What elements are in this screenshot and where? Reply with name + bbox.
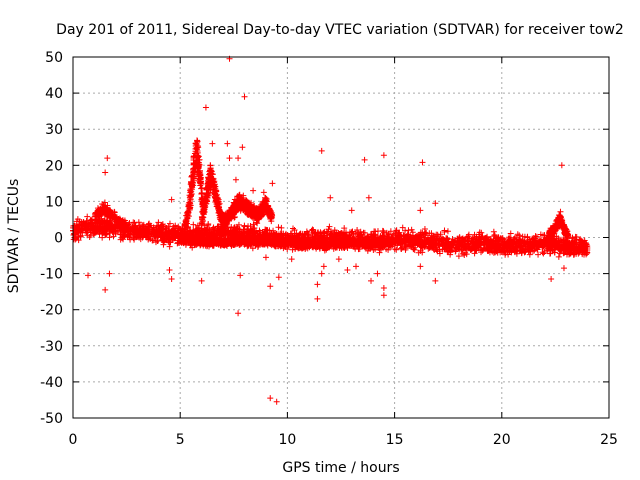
data-point <box>391 246 398 253</box>
y-tick-label: -50 <box>40 411 63 427</box>
data-point <box>166 220 173 227</box>
data-point <box>278 224 285 231</box>
data-point <box>376 249 383 256</box>
data-point <box>74 216 81 223</box>
data-point <box>84 213 91 220</box>
data-point <box>326 223 333 230</box>
x-tick-label: 15 <box>386 432 404 448</box>
y-tick-label: -20 <box>40 303 63 319</box>
y-tick-label: 30 <box>45 122 63 138</box>
y-tick-label: 20 <box>45 158 63 174</box>
x-tick-label: 10 <box>278 432 296 448</box>
chart-title: Day 201 of 2011, Sidereal Day-to-day VTE… <box>56 22 624 38</box>
data-point <box>393 246 400 253</box>
data-point <box>275 224 282 231</box>
data-point <box>205 220 212 227</box>
y-tick-label: -40 <box>40 375 63 391</box>
data-point <box>444 228 451 235</box>
x-axis-label: GPS time / hours <box>282 460 399 476</box>
data-point <box>555 253 562 260</box>
data-point <box>524 233 531 240</box>
data-point <box>441 227 448 234</box>
data-point <box>537 231 544 238</box>
data-point <box>490 228 497 235</box>
data-point <box>455 253 462 260</box>
y-tick-label: -10 <box>40 267 63 283</box>
data-points <box>70 55 591 405</box>
y-tick-label: 50 <box>45 50 63 66</box>
data-point <box>402 227 409 234</box>
data-point <box>135 219 142 226</box>
data-point <box>99 234 106 241</box>
data-point <box>331 229 338 236</box>
data-point <box>190 221 197 228</box>
data-point <box>198 190 205 197</box>
data-point <box>535 251 542 258</box>
x-tick-label: 5 <box>176 432 185 448</box>
data-point <box>540 250 547 257</box>
data-point <box>573 234 580 241</box>
x-tick-label: 20 <box>493 432 511 448</box>
x-tick-label: 25 <box>600 432 618 448</box>
data-point <box>541 249 548 256</box>
data-point <box>507 230 514 237</box>
y-tick-label: 0 <box>54 231 63 247</box>
data-point <box>198 185 205 192</box>
data-point <box>290 225 297 232</box>
y-tick-label: -30 <box>40 339 63 355</box>
y-tick-label: 40 <box>45 86 63 102</box>
x-tick-label: 0 <box>69 432 78 448</box>
y-tick-label: 10 <box>45 194 63 210</box>
y-axis-label: SDTVAR / TECUs <box>6 179 22 294</box>
data-point <box>155 219 162 226</box>
